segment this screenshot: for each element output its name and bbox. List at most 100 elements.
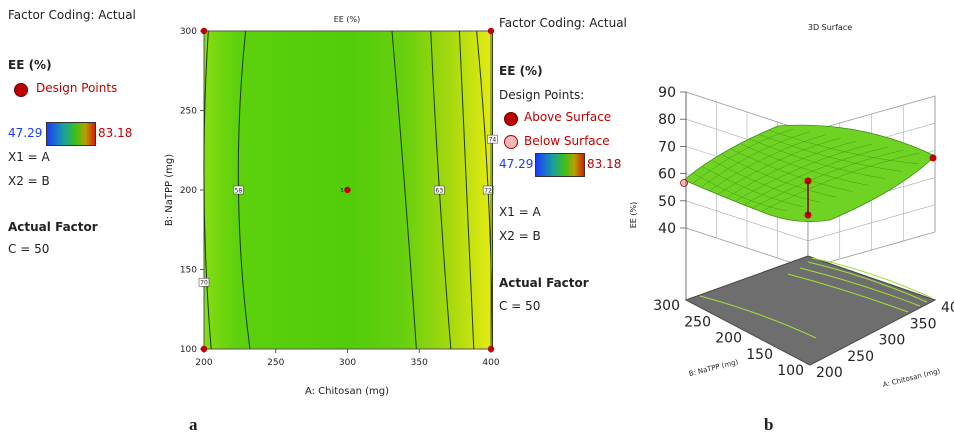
contour-title: EE (%) [334, 15, 361, 24]
above-surface-label: Above Surface [524, 110, 612, 124]
surface-mesh-line [768, 129, 919, 164]
surface-mesh-line [726, 140, 857, 198]
contour-design-point [344, 186, 351, 194]
contour-y-tick-label: 300 [180, 27, 197, 37]
a-tick-label: 350 [910, 316, 937, 332]
floor-contour-line [787, 273, 909, 313]
contour-line [391, 30, 417, 350]
surface-mesh-line [759, 134, 903, 172]
contour-y-tick-label: 150 [180, 266, 197, 276]
b-tick-label: 200 [715, 331, 742, 347]
panel-label-a: a [189, 415, 198, 434]
contour-label: 72 [484, 188, 492, 195]
surface-mesh-line [721, 154, 837, 198]
b-tick-label: 300 [653, 298, 680, 314]
below-surface-marker [504, 135, 518, 149]
response-surface [683, 124, 936, 223]
contour-label-box [233, 185, 244, 195]
z-tick-label: 60 [658, 167, 676, 183]
b-tick-label: 150 [746, 347, 773, 363]
surface-design-point [680, 179, 688, 187]
left-design-point-marker [14, 83, 28, 97]
right-x1: X1 = A [499, 205, 541, 219]
left-design-points-label: Design Points [36, 81, 118, 95]
above-surface-marker [504, 112, 518, 126]
b-axis [685, 299, 811, 366]
left-color-bar [46, 122, 96, 146]
contour-x-tick-label: 300 [339, 358, 356, 368]
right-factor-coding: Factor Coding: Actual [499, 16, 627, 30]
z-tick-label: 80 [658, 112, 676, 128]
surface-zlabel: EE (%) [629, 202, 638, 229]
contour-x-tick-label: 250 [267, 358, 284, 368]
contour-xlabel: A: Chitosan (mg) [305, 386, 389, 397]
left-response-title: EE (%) [8, 58, 52, 72]
contour-label: 70 [200, 280, 208, 287]
below-surface-label: Below Surface [524, 134, 610, 148]
right-response-title: EE (%) [499, 64, 543, 78]
surface-mesh-line [735, 143, 873, 202]
right-x2: X2 = B [499, 229, 541, 243]
surface-title: 3D Surface [808, 23, 852, 32]
contour-label: 63 [436, 188, 444, 195]
contour-x-tick-label: 400 [482, 358, 499, 368]
surface-ylabel: B: NaTPP (mg) [688, 358, 739, 378]
right-range-min: 47.29 [499, 157, 534, 171]
left-x1: X1 = A [8, 150, 50, 164]
z-tick-label: 40 [658, 221, 676, 237]
right-c-value: C = 50 [499, 299, 541, 313]
left-range-max: 83.18 [98, 126, 133, 140]
z-tick-label: 90 [658, 85, 676, 101]
b-tick-label: 100 [777, 363, 804, 379]
surface-mesh-line [692, 128, 794, 184]
surface-mesh-line [740, 143, 870, 186]
z-tick-label: 50 [658, 194, 676, 210]
b-tick-label: 250 [684, 314, 711, 330]
contour-design-point [487, 27, 495, 35]
contour-y-tick-label: 200 [180, 186, 197, 196]
right-actual-factor: Actual Factor [499, 276, 589, 290]
contour-ylabel: B: NaTPP (mg) [164, 154, 175, 226]
surface-mesh-line [761, 152, 920, 212]
right-color-bar [535, 153, 585, 177]
right-range-max: 83.18 [587, 157, 622, 171]
contour-label-box [487, 134, 498, 144]
contour-x-tick-label: 200 [195, 358, 212, 368]
a-tick-label: 200 [816, 365, 843, 381]
panel-label-b: b [764, 415, 774, 434]
floor-contour-line [811, 257, 933, 299]
surface-design-point [929, 154, 937, 162]
floor-contours [699, 257, 933, 339]
floor-contour-line [699, 295, 817, 339]
contour-label-box [434, 185, 445, 195]
contour-label-box [198, 277, 210, 287]
a-axis [809, 299, 936, 366]
floor-contour-line [799, 267, 921, 307]
contour-design-point [200, 345, 208, 353]
contour-label-box [482, 185, 494, 195]
z-tick-label: 70 [658, 139, 676, 155]
surface-mesh-line [730, 148, 853, 192]
left-actual-factor: Actual Factor [8, 220, 98, 234]
contour-label: 58 [235, 188, 243, 195]
a-tick-label: 300 [879, 333, 906, 349]
a-tick-label: 400 [941, 300, 954, 316]
contour-x-tick-label: 350 [411, 358, 428, 368]
contour-line [458, 30, 475, 350]
contour-design-point [200, 27, 208, 35]
left-c-value: C = 50 [8, 242, 50, 256]
surface-mesh-line [712, 160, 820, 203]
right-design-points-label: Design Points: [499, 88, 585, 102]
contour-y-tick-label: 100 [180, 345, 197, 355]
surface-xlabel: A: Chitosan (mg) [882, 367, 941, 389]
left-x2: X2 = B [8, 174, 50, 188]
surface-mesh-line [752, 149, 904, 209]
left-range-min: 47.29 [8, 126, 43, 140]
contour-design-point [487, 345, 495, 353]
floor-contour-line [807, 261, 928, 303]
surface-mesh-line [749, 138, 886, 179]
a-tick-label: 250 [847, 349, 874, 365]
surface-mesh-line [701, 131, 810, 188]
